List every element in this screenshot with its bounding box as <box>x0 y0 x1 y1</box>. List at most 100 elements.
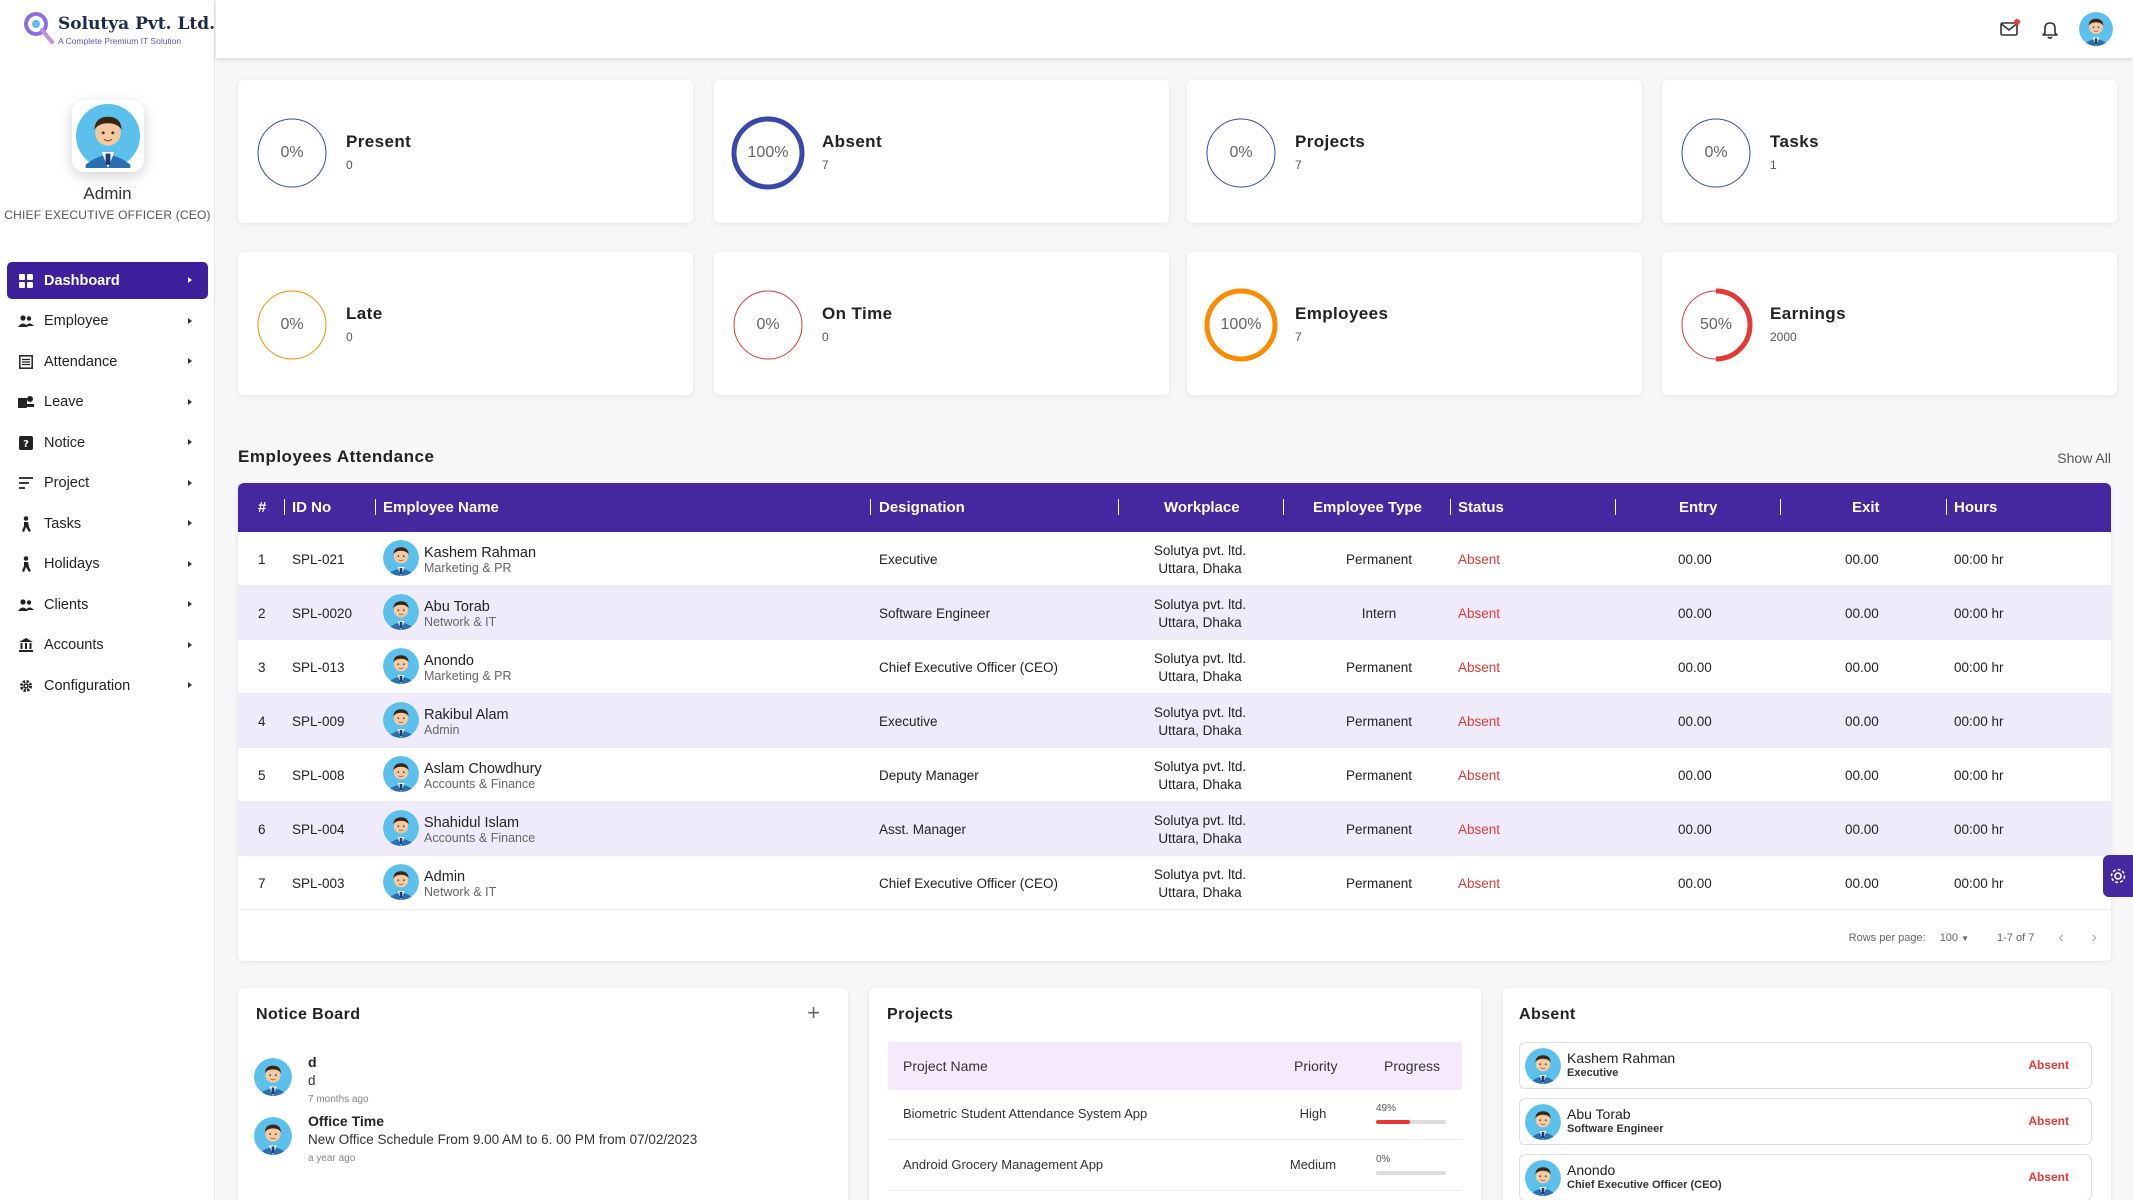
question-icon: ? <box>18 435 34 451</box>
sidebar-menu: Dashboard Employee Attendance Leave? Notice P… <box>7 262 208 708</box>
add-notice-button[interactable]: + <box>807 1000 820 1025</box>
caret-right-icon <box>188 560 192 567</box>
sidebar-item-tasks[interactable]: Tasks <box>7 505 208 542</box>
sidebar-item-dashboard[interactable]: Dashboard <box>7 262 208 299</box>
col-hours: Hours <box>1954 499 1998 516</box>
exit-time: 00.00 <box>1845 606 1879 621</box>
sidebar-item-employee[interactable]: Employee <box>7 303 208 340</box>
stat-card-late[interactable]: 0% Late 0 <box>238 252 693 395</box>
sidebar-item-accounts[interactable]: Accounts <box>7 627 208 664</box>
employee-id: SPL-008 <box>292 768 345 783</box>
employee-type: Permanent <box>1345 768 1413 783</box>
brand-logo[interactable]: Solutya Pvt. Ltd. A Complete Premium IT … <box>22 8 215 48</box>
table-row[interactable]: 6 SPL-004 Shahidul Islam Accounts & Finance… <box>238 802 2111 856</box>
sidebar-item-label: Accounts <box>44 637 104 653</box>
stat-card-on-time[interactable]: 0% On Time 0 <box>714 252 1169 395</box>
notice-title: Office Time <box>308 1113 384 1129</box>
col-num: # <box>258 499 267 516</box>
rows-per-page-select[interactable]: 100 ▼ <box>1940 932 1969 944</box>
stat-card-projects[interactable]: 0% Projects 7 <box>1187 80 1642 223</box>
workplace-company: Solutya pvt. ltd. <box>1153 867 1247 882</box>
avatar <box>383 540 419 576</box>
prev-page-icon[interactable]: ‹ <box>2058 929 2064 946</box>
settings-fab[interactable] <box>2103 855 2133 897</box>
table-row[interactable]: 2 SPL-0020 Abu Torab Network & IT Software E… <box>238 586 2111 640</box>
table-row[interactable]: 7 SPL-003 Admin Network & IT Chief Executive… <box>238 856 2111 910</box>
profile-role: CHIEF EXECUTIVE OFFICER (CEO) <box>4 208 211 222</box>
absent-item[interactable]: Anondo Chief Executive Officer (CEO) Absen… <box>1519 1154 2092 1200</box>
table-row[interactable]: 4 SPL-009 Rakibul Alam Admin Executive Soluty… <box>238 694 2111 748</box>
bell-icon[interactable] <box>2039 18 2061 40</box>
projects-panel: Projects Project Name Priority Progress … <box>869 988 1481 1200</box>
attendance-title: Employees Attendance <box>238 447 435 466</box>
stat-percent: 0% <box>1704 144 1728 161</box>
progress-ring <box>257 118 327 188</box>
sidebar-item-project[interactable]: Project <box>7 465 208 502</box>
sidebar-item-configuration[interactable]: Configuration <box>7 667 208 704</box>
profile-avatar[interactable] <box>71 100 144 172</box>
stat-title: Employees <box>1295 304 1389 323</box>
sidebar-item-label: Clients <box>44 596 89 613</box>
notice-title: d <box>308 1054 317 1070</box>
sidebar-item-holidays[interactable]: Holidays <box>7 546 208 583</box>
avatar <box>383 702 419 738</box>
workplace: Solutya pvt. ltd. Uttara, Dhaka <box>1120 542 1280 578</box>
sidebar-item-label: Holidays <box>44 556 100 572</box>
hours: 00:00 hr <box>1954 768 2004 783</box>
employee-id: SPL-004 <box>292 822 345 837</box>
sidebar-item-attendance[interactable]: Attendance <box>7 343 208 380</box>
avatar <box>1525 1048 1561 1084</box>
workplace-location: Uttara, Dhaka <box>1158 723 1242 738</box>
sidebar-item-label: Attendance <box>44 353 118 370</box>
entry-time: 00.00 <box>1678 768 1712 783</box>
designation: Chief Executive Officer (CEO) <box>879 876 1059 891</box>
stat-card-employees[interactable]: 100% Employees 7 <box>1187 252 1642 395</box>
sidebar-item-notice[interactable]: ? Notice <box>7 424 208 461</box>
rows-per-page-value: 100 <box>1939 932 1959 944</box>
hours: 00:00 hr <box>1954 822 2004 837</box>
next-page-icon[interactable]: › <box>2091 929 2097 946</box>
hours: 00:00 hr <box>1954 606 2004 621</box>
notice-board-title: Notice Board <box>256 1006 361 1023</box>
col-id: ID No <box>292 499 332 516</box>
employee-department: Admin <box>424 723 460 737</box>
avatar <box>383 864 419 900</box>
col-priority: Priority <box>1294 1058 1338 1074</box>
absent-item[interactable]: Kashem Rahman Executive Absent <box>1519 1042 2092 1089</box>
absent-item[interactable]: Abu Torab Software Engineer Absent <box>1519 1098 2092 1145</box>
sidebar-item-label: Configuration <box>44 677 131 694</box>
stat-card-absent[interactable]: 100% Absent 7 <box>714 80 1169 223</box>
users-icon <box>18 313 34 329</box>
stat-card-present[interactable]: 0% Present 0 <box>238 80 693 223</box>
user-avatar[interactable] <box>2079 12 2113 46</box>
project-row[interactable]: Biometric Student Attendance System App H… <box>888 1090 1462 1140</box>
mail-icon[interactable] <box>1999 18 2021 40</box>
stat-title: On Time <box>822 304 893 323</box>
brand-tagline: A Complete Premium IT Solution <box>58 36 182 46</box>
table-row[interactable]: 1 SPL-021 Kashem Rahman Marketing & PR Execu… <box>238 532 2111 586</box>
person-walk-icon <box>18 515 34 532</box>
stat-card-earnings[interactable]: 50% Earnings 2000 <box>1662 252 2117 395</box>
employee-name: Kashem Rahman <box>424 545 537 561</box>
avatar <box>383 810 419 846</box>
sidebar-item-clients[interactable]: Clients <box>7 586 208 623</box>
employee-type: Intern <box>1361 606 1397 621</box>
employee-type: Permanent <box>1345 552 1413 567</box>
employee-type: Permanent <box>1345 714 1413 729</box>
workplace-company: Solutya pvt. ltd. <box>1153 759 1247 774</box>
sidebar-item-leave[interactable]: Leave <box>7 384 208 421</box>
stat-percent: 100% <box>747 144 789 161</box>
project-row[interactable]: Android Grocery Management App Medium 0% <box>888 1141 1462 1191</box>
col-entry: Entry <box>1679 499 1718 516</box>
sidebar-item-label: Tasks <box>44 515 82 532</box>
sidebar-item-label: Employee <box>44 313 109 329</box>
table-row[interactable]: 5 SPL-008 Aslam Chowdhury Accounts & Financ… <box>238 748 2111 802</box>
absent-role: Chief Executive Officer (CEO) <box>1567 1179 1722 1191</box>
table-row[interactable]: 3 SPL-013 Anondo Marketing & PR Chief Execut… <box>238 640 2111 694</box>
show-all-link[interactable]: Show All <box>2057 450 2111 466</box>
stat-card-tasks[interactable]: 0% Tasks 1 <box>1662 80 2117 223</box>
lines-icon <box>18 475 34 491</box>
col-separator <box>284 499 285 515</box>
status-badge: Absent <box>2028 1170 2069 1184</box>
col-status: Status <box>1458 499 1504 516</box>
